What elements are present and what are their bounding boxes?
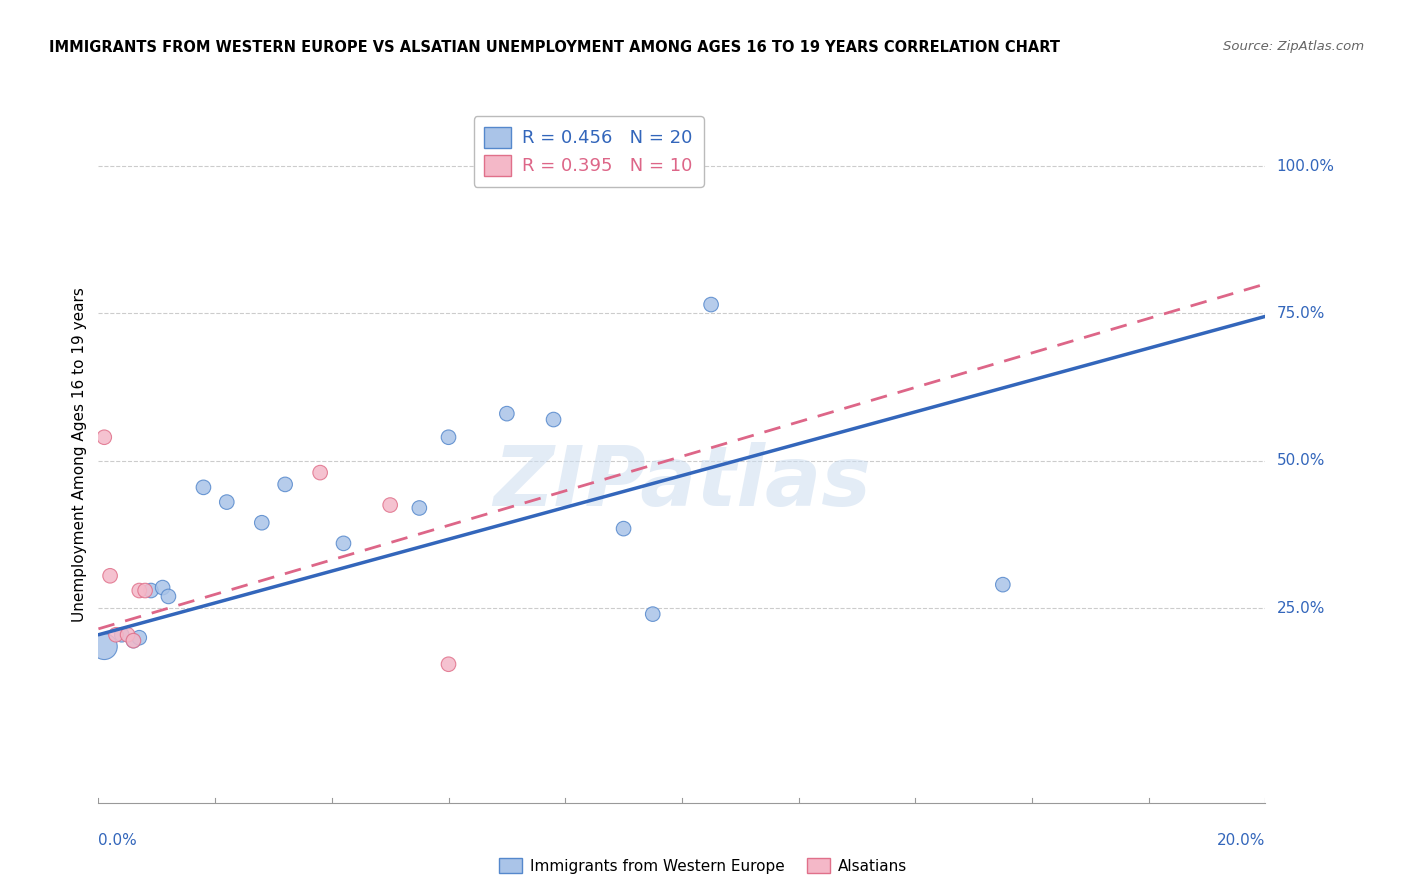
- Text: IMMIGRANTS FROM WESTERN EUROPE VS ALSATIAN UNEMPLOYMENT AMONG AGES 16 TO 19 YEAR: IMMIGRANTS FROM WESTERN EUROPE VS ALSATI…: [49, 40, 1060, 55]
- Point: [111, 628, 134, 642]
- Point: [332, 536, 354, 550]
- Text: 50.0%: 50.0%: [1277, 453, 1324, 468]
- Point: [104, 628, 127, 642]
- Point: [309, 466, 332, 480]
- Point: [641, 607, 664, 621]
- Point: [543, 412, 565, 426]
- Point: [991, 577, 1014, 591]
- Point: [128, 631, 150, 645]
- Text: 0.0%: 0.0%: [98, 833, 138, 848]
- Point: [437, 430, 460, 444]
- Point: [134, 583, 156, 598]
- Text: 25.0%: 25.0%: [1277, 600, 1324, 615]
- Point: [380, 498, 402, 512]
- Point: [612, 522, 634, 536]
- Point: [215, 495, 238, 509]
- Point: [152, 581, 174, 595]
- Point: [139, 583, 162, 598]
- Point: [250, 516, 273, 530]
- Text: 100.0%: 100.0%: [1277, 159, 1334, 174]
- Point: [496, 407, 519, 421]
- Point: [122, 633, 145, 648]
- Point: [157, 590, 180, 604]
- Point: [274, 477, 297, 491]
- Text: ZIPatlas: ZIPatlas: [494, 442, 870, 524]
- Point: [93, 640, 115, 654]
- Point: [122, 633, 145, 648]
- Point: [193, 480, 215, 494]
- Text: Source: ZipAtlas.com: Source: ZipAtlas.com: [1223, 40, 1364, 54]
- Point: [128, 583, 150, 598]
- Y-axis label: Unemployment Among Ages 16 to 19 years: Unemployment Among Ages 16 to 19 years: [72, 287, 87, 623]
- Point: [117, 628, 139, 642]
- Text: 75.0%: 75.0%: [1277, 306, 1324, 321]
- Point: [700, 297, 723, 311]
- Point: [408, 500, 430, 515]
- Point: [93, 430, 115, 444]
- Point: [437, 657, 460, 672]
- Legend: R = 0.456   N = 20, R = 0.395   N = 10: R = 0.456 N = 20, R = 0.395 N = 10: [474, 116, 703, 186]
- Point: [98, 569, 121, 583]
- Legend: Immigrants from Western Europe, Alsatians: Immigrants from Western Europe, Alsatian…: [494, 852, 912, 880]
- Text: 20.0%: 20.0%: [1218, 833, 1265, 848]
